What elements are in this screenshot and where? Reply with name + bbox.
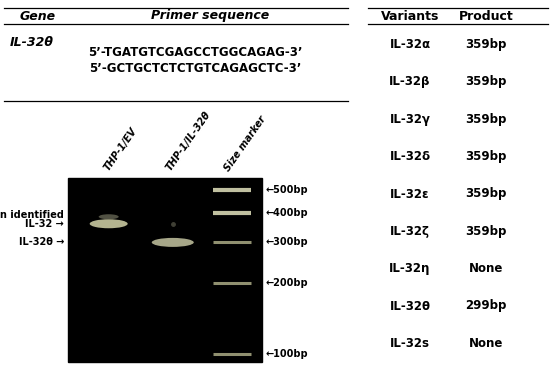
Text: IL-32θ: IL-32θ (10, 36, 54, 49)
Text: ←400bp: ←400bp (266, 208, 309, 218)
Ellipse shape (98, 214, 119, 219)
Text: ←200bp: ←200bp (266, 278, 309, 288)
Text: 299bp: 299bp (465, 300, 507, 313)
Text: Variants: Variants (381, 10, 439, 23)
Text: IL-32η: IL-32η (389, 262, 431, 275)
Text: 5’-GCTGCTCTCTGTCAGAGCTC-3’: 5’-GCTGCTCTCTGTCAGAGCTC-3’ (89, 62, 301, 75)
Text: None: None (469, 262, 503, 275)
Text: 359bp: 359bp (465, 150, 507, 163)
Text: IL-32θ →: IL-32θ → (19, 237, 64, 247)
Text: IL-32ε: IL-32ε (390, 187, 430, 200)
Text: IL-32θ: IL-32θ (389, 300, 431, 313)
Text: Product: Product (459, 10, 513, 23)
Text: ←100bp: ←100bp (266, 349, 309, 359)
Text: IL-32ζ: IL-32ζ (390, 225, 430, 238)
Text: 359bp: 359bp (465, 187, 507, 200)
Text: 359bp: 359bp (465, 76, 507, 89)
Text: ←300bp: ←300bp (266, 237, 309, 247)
Text: THP-1/EV: THP-1/EV (102, 126, 140, 173)
Text: None: None (469, 337, 503, 350)
Ellipse shape (90, 219, 128, 228)
Text: THP-1/IL-32θ: THP-1/IL-32θ (164, 110, 213, 173)
Text: IL-32β: IL-32β (389, 76, 431, 89)
Text: Un identified: Un identified (0, 210, 64, 220)
Text: 5’-TGATGTCGAGCCTGGCAGAG-3’: 5’-TGATGTCGAGCCTGGCAGAG-3’ (88, 46, 302, 59)
Text: IL-32α: IL-32α (389, 38, 431, 51)
Text: IL-32 →: IL-32 → (25, 219, 64, 229)
Bar (68, 178, 262, 362)
Text: IL-32s: IL-32s (390, 337, 430, 350)
Text: Primer sequence: Primer sequence (151, 10, 269, 23)
Text: Size marker: Size marker (223, 114, 268, 173)
Ellipse shape (152, 238, 194, 247)
Text: IL-32δ: IL-32δ (389, 150, 431, 163)
Text: Gene: Gene (20, 10, 56, 23)
Text: 359bp: 359bp (465, 113, 507, 126)
Text: 359bp: 359bp (465, 38, 507, 51)
Text: ←500bp: ←500bp (266, 185, 309, 195)
Text: 359bp: 359bp (465, 225, 507, 238)
Text: IL-32γ: IL-32γ (389, 113, 431, 126)
